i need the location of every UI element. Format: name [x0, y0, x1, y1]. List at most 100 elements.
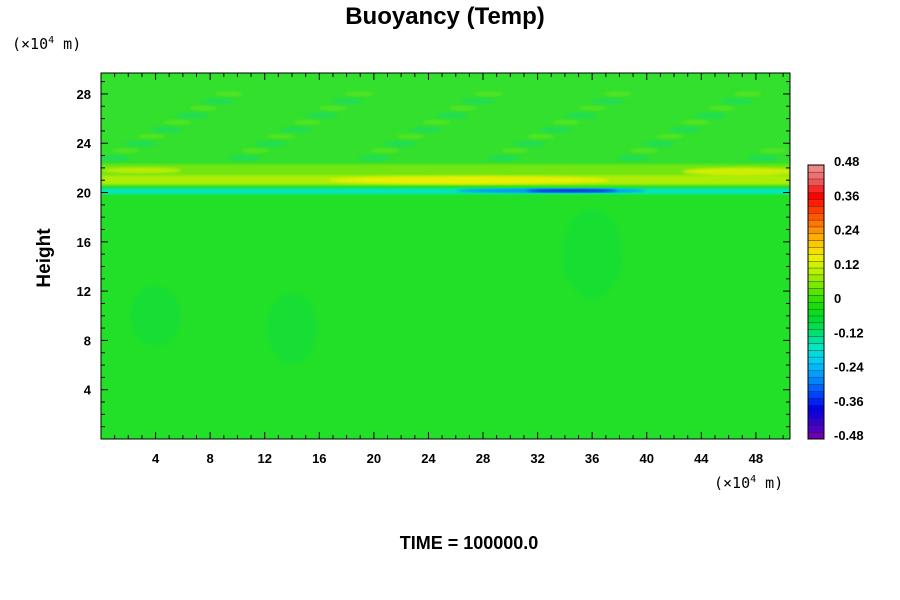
upper-wave-streak [681, 119, 710, 125]
x-tick-label: 8 [207, 451, 214, 466]
upper-wave-streak [617, 155, 650, 162]
upper-wave-streak [539, 126, 572, 133]
colorbar-segment [807, 274, 825, 282]
upper-wave-streak [370, 148, 399, 154]
colorbar-segment [807, 288, 825, 296]
colorbar-segment [807, 233, 825, 241]
y-tick-label: 4 [84, 383, 92, 398]
upper-wave-streak [552, 119, 581, 125]
upper-wave-streak [383, 140, 416, 147]
colorbar-segment [807, 431, 825, 440]
colorbar-segment [807, 377, 825, 385]
upper-wave-streak [565, 112, 598, 119]
positive-peak [101, 167, 182, 174]
lower-disturbance [562, 209, 623, 300]
upper-wave-streak [733, 91, 762, 97]
x-tick-label: 32 [530, 451, 544, 466]
colorbar-segment [807, 267, 825, 276]
buoyancy-field [101, 73, 790, 364]
colorbar-segment [807, 219, 825, 228]
upper-wave-streak [461, 98, 494, 105]
colorbar-segment [807, 253, 825, 262]
colorbar-tick-label: -0.12 [834, 325, 864, 340]
colorbar-segment [807, 308, 825, 317]
colorbar: 0.48 0.36 0.24 0.12 0 -0.12 -0.24 -0.36 -0.48 [807, 154, 864, 443]
upper-wave-streak [306, 112, 339, 119]
upper-wave-streak [409, 126, 442, 133]
upper-wave-region [101, 73, 790, 166]
upper-wave-streak [694, 112, 727, 119]
colorbar-segment [807, 336, 825, 344]
x-tick-label: 20 [367, 451, 381, 466]
colorbar-segment [807, 171, 825, 180]
upper-wave-streak [578, 105, 607, 111]
colorbar-tick-label: 0.48 [834, 154, 859, 169]
colorbar-segment [807, 342, 825, 351]
negative-core-min [526, 189, 617, 193]
upper-wave-streak [643, 140, 676, 147]
colorbar-tick-label: 0.24 [834, 223, 860, 238]
x-tick-label: 44 [694, 451, 709, 466]
x-tick-label: 12 [257, 451, 271, 466]
upper-wave-streak [189, 105, 218, 111]
lower-disturbance [267, 293, 318, 364]
upper-wave-streak [293, 119, 322, 125]
upper-wave-streak [720, 98, 753, 105]
upper-wave-streak [759, 148, 788, 154]
colorbar-segment [807, 246, 825, 255]
colorbar-segment [807, 185, 825, 193]
upper-wave-streak [280, 126, 313, 133]
upper-wave-streak [254, 140, 287, 147]
upper-wave-streak [101, 155, 131, 162]
upper-wave-streak [318, 105, 347, 111]
colorbar-segment [807, 315, 825, 324]
colorbar-tick-label: 0.36 [834, 188, 859, 203]
y-axis: 4 8 12 16 20 24 28 [77, 81, 790, 428]
positive-band [101, 164, 790, 177]
y-tick-label: 12 [77, 284, 91, 299]
colorbar-segment [807, 384, 825, 392]
colorbar-segment [807, 178, 825, 187]
colorbar-segment [807, 164, 825, 173]
upper-wave-streak [163, 119, 192, 125]
upper-wave-streak [474, 91, 503, 97]
plot-frame [100, 72, 791, 440]
colorbar-tick-label: -0.48 [834, 428, 864, 443]
upper-wave-streak [267, 133, 296, 139]
upper-wave-streak [604, 91, 633, 97]
upper-wave-streak [591, 98, 624, 105]
y-tick-label: 16 [77, 235, 91, 250]
colorbar-segment [807, 240, 825, 248]
colorbar-segment [807, 322, 825, 330]
colorbar-tick-label: -0.36 [834, 394, 864, 409]
negative-layer [101, 188, 790, 195]
colorbar-segment [807, 212, 825, 221]
x-axis-unit: (×104 m) [714, 474, 783, 492]
upper-wave-streak [707, 105, 736, 111]
colorbar-tick-label: 0.12 [834, 257, 859, 272]
colorbar-segment [807, 411, 825, 419]
y-axis-label: Height [34, 228, 55, 288]
colorbar-segment [807, 390, 825, 399]
upper-wave-streak [630, 148, 659, 154]
x-tick-label: 48 [749, 451, 763, 466]
upper-wave-streak [746, 155, 779, 162]
x-tick-label: 4 [152, 451, 160, 466]
upper-wave-streak [396, 133, 425, 139]
upper-wave-streak [228, 155, 261, 162]
colorbar-segment [807, 301, 825, 310]
time-label: TIME = 100000.0 [400, 533, 539, 553]
colorbar-segment [807, 329, 825, 337]
upper-wave-streak [202, 98, 235, 105]
x-tick-label: 16 [312, 451, 326, 466]
upper-wave-streak [111, 148, 140, 154]
x-tick-label: 40 [640, 451, 654, 466]
upper-wave-streak [668, 126, 701, 133]
positive-peak [682, 167, 790, 176]
colorbar-segment [807, 192, 825, 200]
colorbar-segment [807, 425, 825, 433]
upper-wave-streak [422, 119, 451, 125]
upper-wave-streak [215, 91, 244, 97]
y-tick-label: 8 [84, 333, 91, 348]
